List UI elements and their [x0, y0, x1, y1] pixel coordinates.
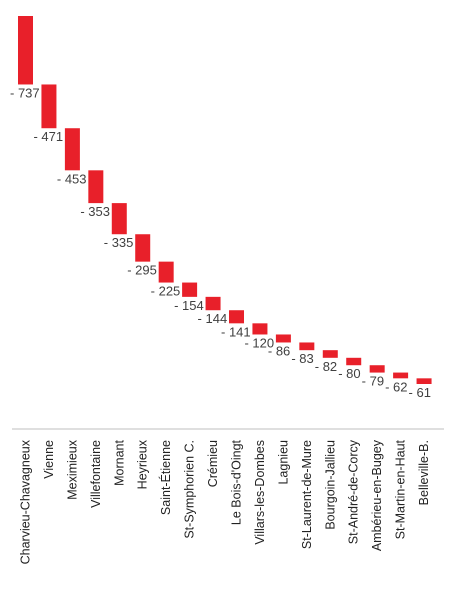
bar-10 — [229, 310, 244, 324]
category-label-17: St-Martin-en-Haut — [394, 439, 408, 539]
value-label-12: - 86 — [268, 343, 290, 358]
bar-11 — [252, 323, 268, 335]
value-labels-group: - 737 - 471 - 453 - 353 - 335 - 295 - 225- 154… — [10, 85, 431, 400]
value-label-7: - 225 — [151, 284, 181, 299]
bar-1 — [18, 16, 33, 85]
bar-3 — [64, 128, 80, 171]
category-label-15: St-André-de-Corcy — [347, 439, 361, 544]
value-label-2: - 471 — [33, 129, 63, 144]
bar-13 — [299, 342, 315, 351]
value-label-17: - 62 — [385, 379, 407, 394]
category-label-1: Charvieu-Chavagneux — [19, 439, 33, 564]
category-label-2: Vienne — [42, 440, 56, 479]
bar-6 — [135, 234, 151, 262]
category-label-18: Belleville-B. — [417, 440, 431, 505]
category-label-6: Heyrieux — [136, 439, 150, 489]
category-label-7: Saint-Étienne — [158, 440, 173, 515]
bar-16 — [369, 365, 385, 373]
value-label-18: - 61 — [409, 385, 431, 400]
value-label-10: - 141 — [221, 324, 251, 339]
category-label-8: St-Symphorien C. — [183, 440, 197, 539]
value-label-16: - 79 — [362, 374, 384, 389]
category-label-10: Le Bois-d'Oingt — [230, 439, 244, 525]
category-label-11: Villars-les-Dombes — [253, 440, 267, 545]
value-label-15: - 80 — [338, 366, 360, 381]
value-label-11: - 120 — [244, 335, 274, 350]
bar-7 — [158, 261, 174, 283]
value-label-13: - 83 — [291, 351, 313, 366]
value-label-8: - 154 — [174, 298, 204, 313]
category-label-4: Villefontaine — [89, 440, 103, 508]
category-label-14: Bourgoin-Jallieu — [323, 440, 337, 530]
category-label-16: Ambérieu-en-Bugey — [370, 439, 384, 551]
bar-9 — [205, 296, 221, 311]
bar-17 — [393, 372, 409, 379]
value-label-3: - 453 — [57, 171, 87, 186]
category-label-9: Crémieu — [206, 440, 220, 487]
bar-15 — [346, 357, 362, 366]
bar-2 — [41, 84, 57, 129]
value-label-5: - 335 — [104, 235, 134, 250]
bar-14 — [322, 350, 338, 358]
bar-8 — [182, 282, 198, 297]
category-label-12: Lagnieu — [276, 440, 290, 485]
category-label-5: Mornant — [112, 439, 126, 485]
bar-12 — [275, 334, 291, 343]
category-label-3: Meximieux — [65, 439, 79, 499]
value-label-9: - 144 — [198, 311, 228, 326]
bar-4 — [88, 170, 104, 204]
value-label-6: - 295 — [127, 263, 157, 278]
value-label-14: - 82 — [315, 359, 337, 374]
category-label-13: St-Laurent-de-Mure — [300, 440, 314, 549]
value-label-4: - 353 — [80, 204, 110, 219]
bar-5 — [111, 203, 127, 235]
value-label-1: - 737 — [10, 85, 40, 100]
category-labels-group: Charvieu-Chavagneux Vienne Meximieux Villef… — [19, 439, 432, 564]
bars-group — [18, 16, 432, 384]
bar-18 — [416, 378, 432, 384]
